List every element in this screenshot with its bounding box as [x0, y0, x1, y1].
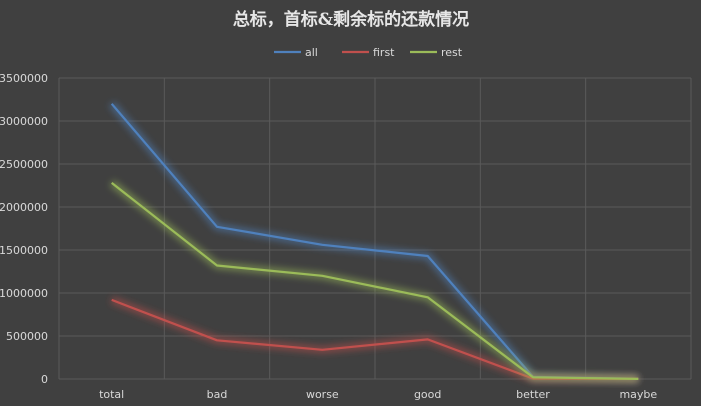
- y-tick-label: 500000: [6, 330, 48, 343]
- y-tick-label: 2500000: [0, 158, 48, 171]
- y-axis-tick-labels: 0 500000 1000000 1500000 2000000 2500000 30000…: [0, 72, 48, 386]
- legend: all first rest: [274, 46, 463, 59]
- y-tick-label: 3000000: [0, 115, 48, 128]
- x-tick-label: bad: [207, 388, 228, 401]
- gridlines: [58, 77, 692, 380]
- x-tick-label: maybe: [619, 388, 657, 401]
- y-tick-label: 3500000: [0, 72, 48, 85]
- x-tick-label: good: [414, 388, 441, 401]
- legend-label-all: all: [305, 46, 318, 59]
- series-lines: [109, 101, 639, 383]
- y-tick-label: 2000000: [0, 201, 48, 214]
- y-tick-label: 1000000: [0, 287, 48, 300]
- x-axis-tick-labels: total bad worse good better maybe: [99, 388, 657, 401]
- x-tick-label: worse: [306, 388, 339, 401]
- legend-label-rest: rest: [441, 46, 463, 59]
- chart-title: 总标，首标&剩余标的还款情况: [233, 9, 469, 30]
- y-tick-label: 1500000: [0, 244, 48, 257]
- x-tick-label: total: [99, 388, 124, 401]
- legend-label-first: first: [373, 46, 395, 59]
- x-tick-label: better: [516, 388, 550, 401]
- series-line-rest: [111, 182, 639, 380]
- y-tick-label: 0: [41, 373, 48, 386]
